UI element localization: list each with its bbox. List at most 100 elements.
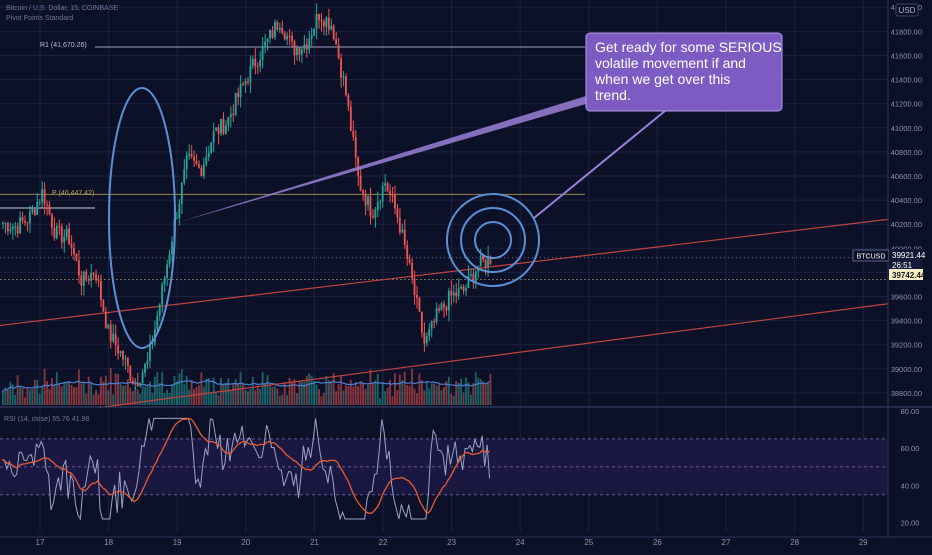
currency-badge[interactable] (895, 3, 919, 17)
candle-body (183, 169, 186, 183)
indicator-line: Pivot Points Standard (6, 15, 73, 22)
candle-body (26, 222, 29, 224)
candle-body (31, 209, 34, 212)
candle-body (68, 228, 70, 244)
volume-bars (1, 367, 492, 405)
volume-bar (278, 395, 281, 405)
volume-bar (396, 389, 399, 405)
candle-body (190, 153, 193, 157)
volume-bar (90, 382, 93, 405)
candle-body (271, 30, 274, 38)
volume-bar (136, 389, 139, 405)
volume-bar (440, 390, 443, 405)
candle-body (482, 255, 485, 260)
candle-body (239, 83, 242, 97)
volume-bar (469, 394, 472, 405)
volume-bar (293, 379, 296, 405)
volume-bar (156, 372, 159, 405)
candle-body (166, 264, 168, 278)
volume-bar (359, 381, 362, 405)
candle-body (24, 220, 26, 223)
volume-bar (73, 387, 75, 405)
candle-body (220, 118, 222, 134)
volume-bar (153, 376, 156, 405)
annotation-box[interactable] (585, 32, 783, 112)
volume-bar (2, 392, 4, 405)
candle-body (19, 217, 21, 234)
annotation-connector (533, 110, 666, 219)
volume-bar (124, 385, 127, 405)
volume-bar (261, 372, 264, 405)
price-tick-label: 39400.00 (891, 317, 922, 326)
volume-bar (60, 386, 63, 405)
rsi-tick-label: 60.00 (901, 444, 920, 453)
volume-bar (406, 385, 409, 405)
volume-bar (394, 373, 396, 405)
volume-bar (175, 381, 178, 405)
candle-body (330, 26, 333, 30)
time-tick-label: 21 (310, 538, 319, 547)
candle-body (435, 308, 438, 323)
candle-body (325, 17, 328, 27)
volume-bar (92, 394, 95, 405)
volume-bar (362, 382, 364, 405)
candle-body (6, 222, 9, 232)
volume-bar (217, 394, 220, 405)
candle-body (117, 345, 119, 354)
volume-bar (411, 368, 413, 405)
volume-bar (398, 374, 401, 405)
last-price: 39921.44 (892, 251, 926, 260)
volume-bar (281, 394, 284, 405)
volume-bar (296, 393, 298, 405)
volume-bar (70, 384, 73, 405)
candle-body (104, 311, 107, 329)
volume-bar (215, 392, 217, 405)
volume-bar (190, 379, 193, 405)
candle-body (92, 272, 95, 275)
volume-bar (457, 383, 460, 405)
candle-body (261, 45, 264, 60)
volume-bar (389, 379, 391, 405)
time-tick-label: 22 (379, 538, 388, 547)
candle-body (97, 280, 100, 282)
volume-bar (308, 373, 311, 405)
candle-body (73, 248, 75, 255)
volume-bar (256, 386, 259, 405)
candle-body (185, 155, 188, 170)
rsi-tick-label: 20.00 (901, 519, 920, 528)
price-tick-label: 40400.00 (891, 196, 922, 205)
volume-bar (38, 393, 41, 405)
candle-body (149, 344, 151, 361)
rsi-tick-label: 40.00 (901, 481, 920, 490)
volume-bar (166, 389, 168, 405)
candle-body (244, 81, 247, 85)
candle-body (9, 229, 12, 232)
volume-bar (357, 386, 360, 405)
volume-bar (195, 386, 198, 405)
upper-trend-line (0, 218, 889, 327)
level-badge (889, 269, 923, 280)
candle-body (430, 321, 433, 329)
volume-bar (288, 377, 291, 405)
candle-body (278, 27, 281, 30)
candle-body (428, 328, 431, 337)
candle-body (114, 333, 117, 346)
volume-bar (87, 376, 90, 405)
volume-bar (43, 369, 46, 405)
volume-bar (335, 391, 338, 405)
candle-body (423, 332, 426, 344)
candle-body (11, 226, 14, 230)
candle-body (305, 44, 308, 50)
volume-bar (435, 385, 438, 405)
annotation-line-1: Get ready for some SERIOUS (595, 39, 782, 55)
candle-body (232, 114, 235, 116)
volume-bar (305, 375, 308, 405)
level-price: 39742.44 (892, 271, 926, 280)
volume-bar (229, 390, 232, 405)
volume-bar (322, 392, 325, 405)
candle-body (457, 288, 460, 297)
volume-bar (374, 380, 377, 405)
volume-bar (161, 371, 164, 405)
